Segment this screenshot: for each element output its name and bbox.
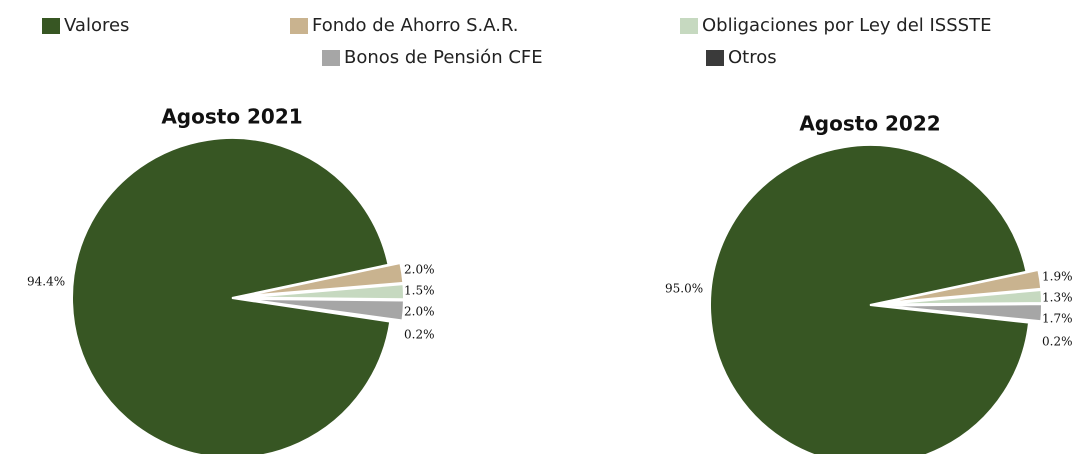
data-label: 95.0% xyxy=(665,282,703,296)
data-label: 2.0% xyxy=(404,305,435,319)
data-label: 2.0% xyxy=(404,263,435,277)
data-label: 0.2% xyxy=(404,328,435,342)
legend-swatch xyxy=(706,50,724,66)
data-label: 0.2% xyxy=(1042,335,1073,349)
legend-label: Bonos de Pensión CFE xyxy=(344,47,543,68)
legend-swatch xyxy=(322,50,340,66)
legend-label: Otros xyxy=(728,47,777,68)
data-label: 1.3% xyxy=(1042,291,1073,305)
legend-swatch xyxy=(290,18,308,34)
legend-label: Obligaciones por Ley del ISSSTE xyxy=(702,15,991,36)
data-label: 94.4% xyxy=(27,275,65,289)
data-label: 1.5% xyxy=(404,284,435,298)
pie-slice xyxy=(243,283,405,301)
legend-swatch xyxy=(42,18,60,34)
chart-title: Agosto 2022 xyxy=(799,112,940,136)
data-label: 1.9% xyxy=(1042,270,1073,284)
pie-slice xyxy=(881,288,1043,306)
legend-label: Fondo de Ahorro S.A.R. xyxy=(312,15,519,36)
legend-label: Valores xyxy=(64,15,129,36)
pie-slice xyxy=(71,137,392,454)
chart-title: Agosto 2021 xyxy=(161,105,302,129)
data-label: 1.7% xyxy=(1042,312,1073,326)
legend-swatch xyxy=(680,18,698,34)
pie-slice xyxy=(709,144,1031,454)
